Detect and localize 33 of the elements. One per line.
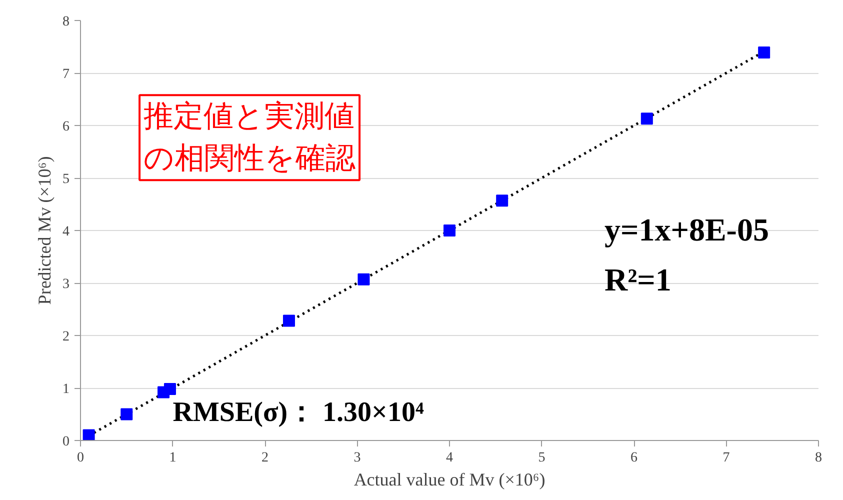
point (164, 383, 176, 396)
annotation: RMSE(σ)： 1.30×10⁴ (172, 396, 424, 428)
point (640, 112, 653, 125)
y-tick-label: 0 (62, 434, 70, 450)
x-tick-label: 8 (815, 450, 822, 466)
point (758, 46, 770, 59)
point (358, 273, 370, 286)
x-tick-label: 7 (722, 450, 730, 466)
x-tick-label: 4 (446, 450, 453, 466)
annotation: 推定値と実測値の相関性を確認 (144, 99, 356, 176)
x-tick-label: 1 (169, 450, 176, 466)
point (496, 194, 508, 207)
y-tick-label: 4 (62, 224, 70, 240)
y-tick-label: 1 (62, 382, 70, 397)
x-tick-label: 6 (630, 450, 638, 466)
annotation: y=1x+8E-05 (604, 211, 769, 248)
y-tick-label: 3 (62, 277, 70, 292)
x-axis-title: Actual value of Mv (×10⁶) (354, 470, 546, 490)
y-tick-label: 8 (62, 14, 70, 30)
y-tick-label: 2 (62, 330, 70, 344)
point (82, 429, 95, 440)
x-tick-label: 0 (77, 450, 84, 466)
y-tick-label: 5 (62, 172, 70, 187)
point (120, 408, 133, 420)
y-tick-label: 7 (62, 67, 70, 82)
annotation: R²=1 (604, 262, 672, 298)
y-axis-title: Predicted Mv (×10⁶) (34, 156, 54, 305)
x-tick-label: 5 (538, 450, 546, 466)
x-tick-label: 3 (354, 450, 361, 466)
x-tick-label: 2 (262, 450, 268, 466)
point (282, 314, 295, 327)
point (444, 224, 456, 236)
y-tick-label: 6 (62, 120, 70, 134)
